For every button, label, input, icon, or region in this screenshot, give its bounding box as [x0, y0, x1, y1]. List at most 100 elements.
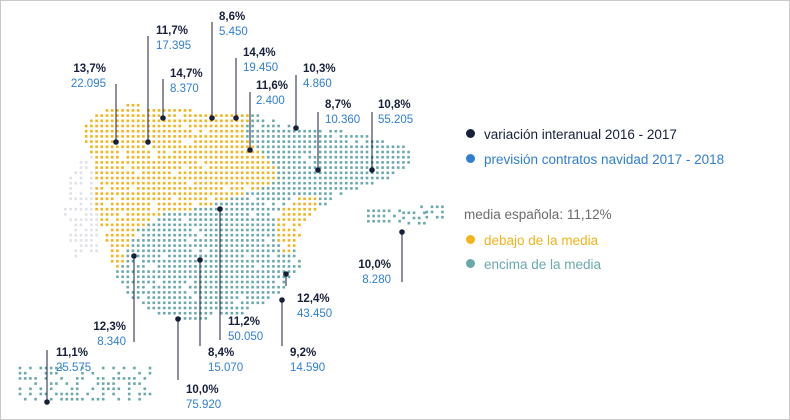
map-dot-945	[126, 207, 130, 211]
map-dot-525	[152, 166, 156, 169]
map-dot-1361	[235, 259, 239, 263]
map-dot-1720	[122, 377, 126, 380]
map-dot-1132	[225, 228, 228, 232]
map-dot-1162	[162, 233, 166, 237]
map-dot-851	[95, 197, 98, 201]
map-dot-609	[282, 171, 286, 175]
map-dot-210	[303, 135, 306, 138]
map-dot-301	[225, 145, 228, 149]
map-dot-304	[240, 145, 244, 149]
map-dot-1761	[127, 392, 131, 396]
map-dot-55	[121, 119, 124, 123]
map-dot-1471	[282, 275, 286, 279]
map-dot-1070	[105, 223, 109, 227]
map-dot-523	[142, 166, 145, 169]
map-dot-621	[344, 171, 348, 175]
map-dot-578	[110, 171, 114, 175]
map-dot-705	[152, 181, 156, 185]
map-dot-1053	[246, 218, 249, 221]
map-dot-254	[261, 140, 265, 143]
map-dot-1232	[110, 244, 114, 247]
map-dot-1328	[235, 254, 239, 258]
map-dot-1218	[240, 239, 244, 242]
map-dot-249	[235, 140, 239, 143]
map-dot-1304	[74, 254, 78, 258]
map-dot-458	[116, 161, 119, 164]
map-dot-199	[246, 135, 249, 138]
map-dot-534	[209, 166, 213, 169]
map-dot-899	[126, 202, 130, 206]
map-dot-207	[287, 135, 291, 138]
map-dot-1465	[251, 275, 254, 279]
map-dot-890	[324, 197, 327, 201]
map-dot-275	[381, 140, 384, 143]
region-marker-11	[131, 253, 137, 259]
map-dot-856	[126, 197, 130, 201]
map-dot-812	[162, 192, 166, 195]
map-dot-1056	[261, 218, 265, 221]
map-dot-791	[334, 187, 338, 190]
map-dot-1235	[126, 244, 130, 247]
map-dot-1513	[199, 285, 202, 289]
map-dot-1501	[282, 280, 286, 284]
map-dot-921	[251, 202, 254, 206]
map-dot-1490	[220, 280, 223, 284]
map-dot-1474	[126, 280, 130, 284]
map-dot-1040	[173, 218, 176, 221]
map-dot-754	[126, 187, 130, 190]
map-dot-1223	[272, 239, 275, 242]
map-dot-837	[292, 192, 296, 195]
map-dot-427	[277, 155, 280, 159]
map-dot-1115	[131, 228, 135, 232]
map-dot-631	[69, 176, 72, 180]
map-dot-1629	[173, 311, 176, 315]
map-dot-1073	[121, 223, 124, 227]
map-dot-1301	[282, 249, 286, 253]
map-dot-409	[183, 155, 187, 159]
map-dot-169	[90, 135, 93, 138]
map-dot-1491	[225, 280, 228, 284]
map-dot-488	[277, 161, 280, 164]
map-dot-1426	[225, 270, 228, 273]
map-dot-918	[235, 202, 239, 206]
map-dot-914	[214, 202, 218, 206]
map-dot-485	[261, 161, 265, 164]
map-dot-773	[235, 187, 239, 190]
map-dot-1657	[382, 209, 386, 213]
map-dot-1705	[117, 371, 121, 375]
map-dot-1241	[157, 244, 161, 247]
map-dot-1355	[204, 259, 208, 263]
map-dot-362	[240, 150, 244, 154]
map-dot-1496	[251, 280, 254, 284]
map-dot-497	[329, 161, 332, 164]
map-dot-615	[313, 171, 317, 175]
map-dot-116	[261, 124, 265, 128]
map-dot-292	[178, 145, 182, 149]
map-dot-257	[277, 140, 280, 143]
map-dot-897	[116, 202, 119, 206]
map-dot-1740	[70, 387, 74, 391]
map-dot-667	[266, 176, 270, 180]
map-dot-501	[350, 161, 353, 164]
map-dot-794	[350, 187, 353, 190]
map-dot-1278	[152, 249, 156, 253]
map-dot-1413	[157, 270, 161, 273]
map-dot-429	[287, 155, 291, 159]
map-dot-760	[162, 187, 166, 190]
map-dot-334	[396, 145, 400, 149]
map-dot-1019	[298, 213, 301, 216]
map-dot-1308	[126, 254, 130, 258]
map-dot-712	[194, 181, 197, 185]
map-dot-1403	[292, 265, 296, 268]
map-dot-1187	[298, 233, 301, 237]
map-dot-390	[396, 150, 400, 154]
map-dot-1023	[74, 218, 78, 221]
map-dot-1391	[225, 265, 228, 268]
map-dot-664	[251, 176, 254, 180]
map-dot-377	[324, 150, 327, 154]
map-dot-461	[131, 161, 135, 164]
map-dot-564	[365, 166, 369, 169]
map-dot-459	[121, 161, 124, 164]
region-pct-2: 14,7%	[170, 68, 203, 80]
map-dot-1775	[101, 397, 105, 401]
